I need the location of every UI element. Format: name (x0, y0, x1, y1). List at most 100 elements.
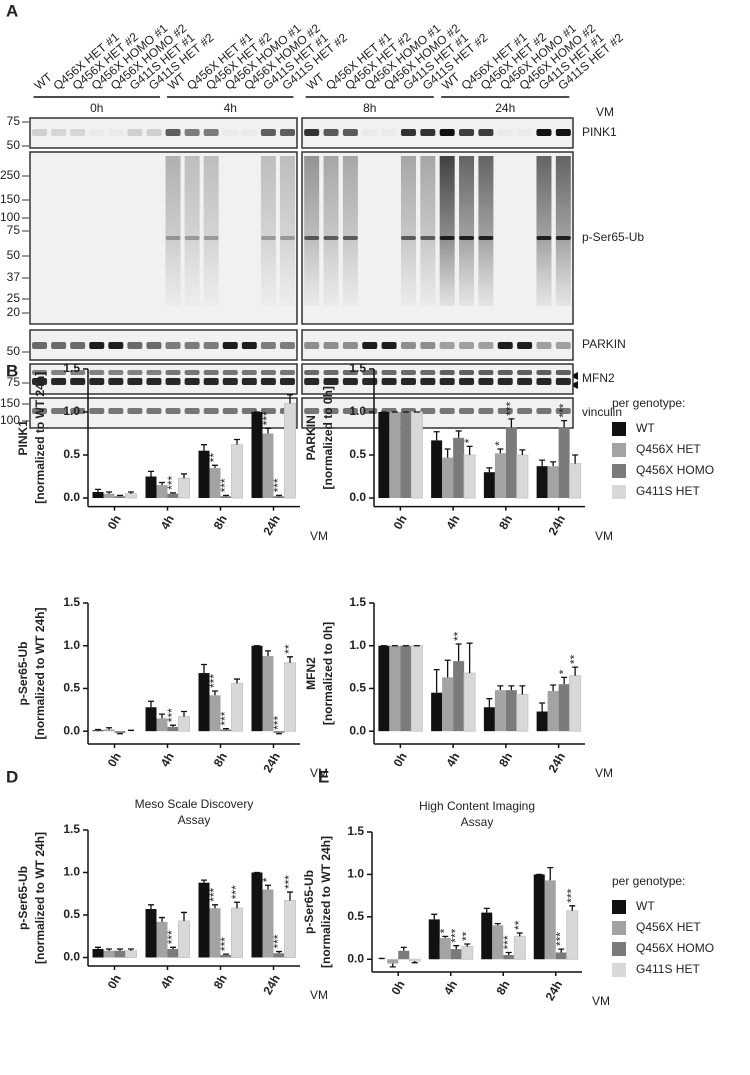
legend-label: G411S HET (636, 962, 700, 976)
error-bar (181, 710, 187, 717)
bar (398, 950, 410, 960)
blot-frame (301, 397, 574, 429)
error-bar (265, 884, 271, 890)
error-bar (550, 684, 557, 692)
mw-marker: 37 (7, 270, 21, 284)
band (260, 370, 276, 375)
band (184, 378, 200, 385)
bar (145, 707, 157, 732)
error-bar (453, 945, 460, 950)
error-bar (212, 690, 218, 696)
y-axis-label-sub: [normalized to WT 24h] (33, 832, 47, 964)
band (146, 129, 162, 136)
mw-marker: 150 (0, 192, 20, 206)
bar (167, 493, 179, 498)
x-axis-label: VM (595, 529, 613, 543)
band (342, 408, 358, 414)
bar (209, 467, 221, 498)
x-tick-label: 0h (391, 513, 410, 532)
error-bar (464, 943, 471, 947)
y-tick-label: 1.0 (349, 404, 366, 418)
band (279, 342, 295, 349)
bar (503, 955, 515, 960)
bar (516, 454, 529, 499)
bar (125, 493, 137, 499)
y-tick-label: 1.0 (63, 404, 80, 418)
band (260, 342, 276, 349)
band (400, 342, 416, 349)
bar (220, 954, 232, 958)
smear (478, 156, 494, 306)
band (497, 370, 513, 375)
bar (198, 450, 210, 498)
band (420, 342, 436, 349)
y-tick-label: 0.5 (347, 909, 364, 923)
band (400, 378, 416, 385)
error-bar (201, 879, 207, 883)
bar (378, 412, 390, 498)
error-bar (497, 448, 504, 454)
bar (92, 491, 104, 498)
bar (431, 692, 443, 732)
band (70, 342, 86, 349)
error-bar (287, 656, 293, 663)
error-bar (508, 418, 515, 428)
bar (251, 645, 263, 732)
legend-swatch (612, 921, 626, 935)
error-bar (128, 729, 134, 732)
significance: ** (451, 631, 465, 641)
mw-marker: 25 (7, 291, 21, 305)
timepoint-label: 0h (90, 101, 103, 115)
significance: *** (218, 478, 232, 492)
blot-frame (301, 117, 574, 149)
error-bar (212, 464, 218, 468)
band (342, 129, 358, 136)
y-axis-label: p-Ser65-Ub (16, 866, 30, 930)
band (127, 378, 143, 385)
band (498, 129, 513, 136)
x-axis-label: VM (310, 988, 328, 1002)
band (222, 370, 238, 375)
band (70, 129, 86, 136)
bar (114, 731, 126, 733)
y-tick-label: 0.0 (63, 490, 80, 504)
bar (220, 729, 232, 732)
timepoint-label: 4h (224, 101, 237, 115)
band (165, 370, 181, 375)
x-tick-label: 4h (158, 972, 177, 991)
legend-title: per genotype: (612, 396, 685, 410)
band (51, 129, 67, 136)
band (222, 408, 238, 414)
y-axis-label: PARKIN (304, 415, 318, 460)
bar (389, 645, 401, 732)
y-tick-label: 1.0 (347, 867, 364, 881)
x-tick-label: 8h (211, 513, 230, 532)
band (323, 236, 339, 240)
y-tick-label: 0.5 (63, 681, 80, 695)
bar (453, 661, 465, 732)
band (260, 129, 276, 136)
y-tick-label: 1.5 (347, 824, 364, 838)
protein-label: MFN2 (582, 371, 615, 385)
band (146, 408, 162, 414)
significance: *** (165, 930, 179, 944)
protein-label: p-Ser65-Ub (582, 230, 644, 244)
band (459, 408, 475, 414)
error-bar (106, 727, 112, 730)
band (108, 129, 123, 136)
error-bar (148, 470, 154, 477)
x-tick-label: 4h (158, 750, 177, 769)
legend-title: per genotype: (612, 874, 685, 888)
x-tick-label: 24h (546, 513, 568, 538)
legend-label: WT (636, 421, 655, 435)
significance: *** (564, 888, 578, 902)
error-bar (561, 676, 568, 685)
error-bar (519, 449, 526, 455)
error-bar (117, 732, 123, 735)
y-tick-label: 0.5 (349, 681, 366, 695)
band (32, 378, 48, 385)
error-bar (234, 678, 240, 684)
y-tick-label: 0.0 (347, 951, 364, 965)
x-tick-label: 24h (546, 750, 568, 775)
